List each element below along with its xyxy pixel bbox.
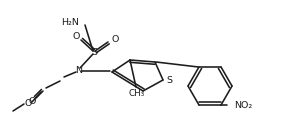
Text: O: O [111,34,119,44]
Text: S: S [166,75,172,85]
Text: NO₂: NO₂ [234,101,252,110]
Text: O: O [24,99,32,108]
Text: N: N [76,66,82,74]
Text: CH₃: CH₃ [129,88,145,97]
Text: H₂N: H₂N [61,18,79,26]
Text: O: O [28,96,36,106]
Text: O: O [72,32,80,40]
Text: S: S [91,47,97,57]
